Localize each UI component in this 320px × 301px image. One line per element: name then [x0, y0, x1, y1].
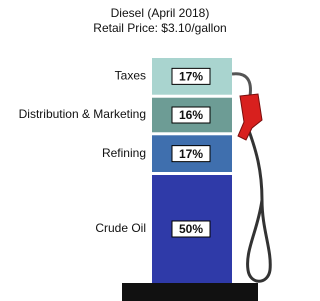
segment-label: Refining — [102, 146, 146, 160]
chart: Diesel (April 2018) Retail Price: $3.10/… — [0, 0, 284, 301]
value-label: 50% — [179, 222, 203, 236]
value-label: 16% — [179, 108, 203, 122]
pump-hose — [232, 74, 270, 282]
chart-title: Diesel (April 2018) — [111, 6, 210, 20]
value-label: 17% — [179, 147, 203, 161]
pump-base — [122, 283, 258, 301]
value-label: 17% — [179, 70, 203, 84]
segment-label: Taxes — [115, 69, 146, 83]
segment-label: Distribution & Marketing — [19, 107, 146, 121]
chart-subtitle: Retail Price: $3.10/gallon — [93, 21, 226, 35]
segment-label: Crude Oil — [95, 221, 146, 235]
